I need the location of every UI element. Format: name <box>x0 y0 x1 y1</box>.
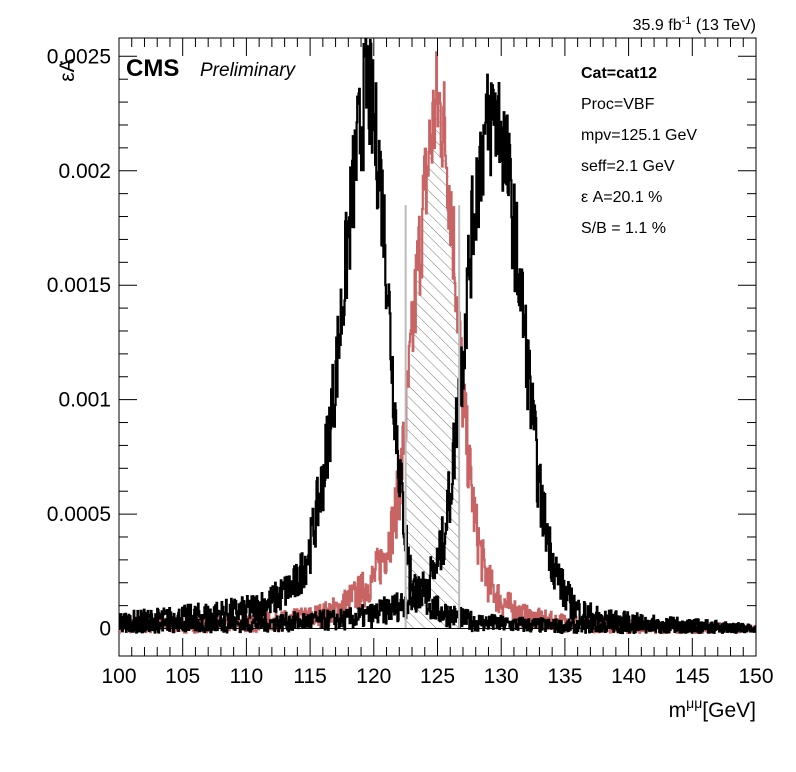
x-tick-label: 105 <box>165 665 200 688</box>
info-proc: Proc=VBF <box>581 96 655 113</box>
x-tick-label: 130 <box>484 665 519 688</box>
y-axis-title: εA <box>56 58 79 81</box>
y-tick-label: 0.0005 <box>47 503 111 526</box>
x-axis-title: mμμ[GeV] <box>669 695 756 722</box>
x-tick-label: 110 <box>230 665 263 688</box>
info-cat: Cat=cat12 <box>581 65 657 82</box>
x-tick-label: 135 <box>547 665 582 688</box>
y-tick-label: 0 <box>99 618 111 641</box>
luminosity-label: 35.9 fb-1 (13 TeV) <box>633 15 756 34</box>
info-mpv: mpv=125.1 GeV <box>581 127 697 144</box>
x-tick-label: 150 <box>738 665 773 688</box>
y-tick-label: 0.002 <box>58 160 111 183</box>
info-sb: S/B = 1.1 % <box>581 220 666 237</box>
x-tick-label: 120 <box>356 665 391 688</box>
info-eff: ε A=20.1 % <box>581 189 662 206</box>
y-tick-label: 0.0025 <box>47 45 111 68</box>
cms-label: CMS <box>126 55 179 82</box>
preliminary-label: Preliminary <box>200 60 297 81</box>
y-tick-label: 0.001 <box>58 389 111 412</box>
x-tick-label: 115 <box>293 665 326 688</box>
x-tick-label: 145 <box>675 665 710 688</box>
y-tick-label: 0.0015 <box>47 274 111 297</box>
x-tick-label: 140 <box>611 665 646 688</box>
x-tick-label: 100 <box>101 665 136 688</box>
info-seff: seff=2.1 GeV <box>581 158 675 175</box>
series-signal-hatch <box>405 102 460 629</box>
x-tick-label: 125 <box>420 665 455 688</box>
